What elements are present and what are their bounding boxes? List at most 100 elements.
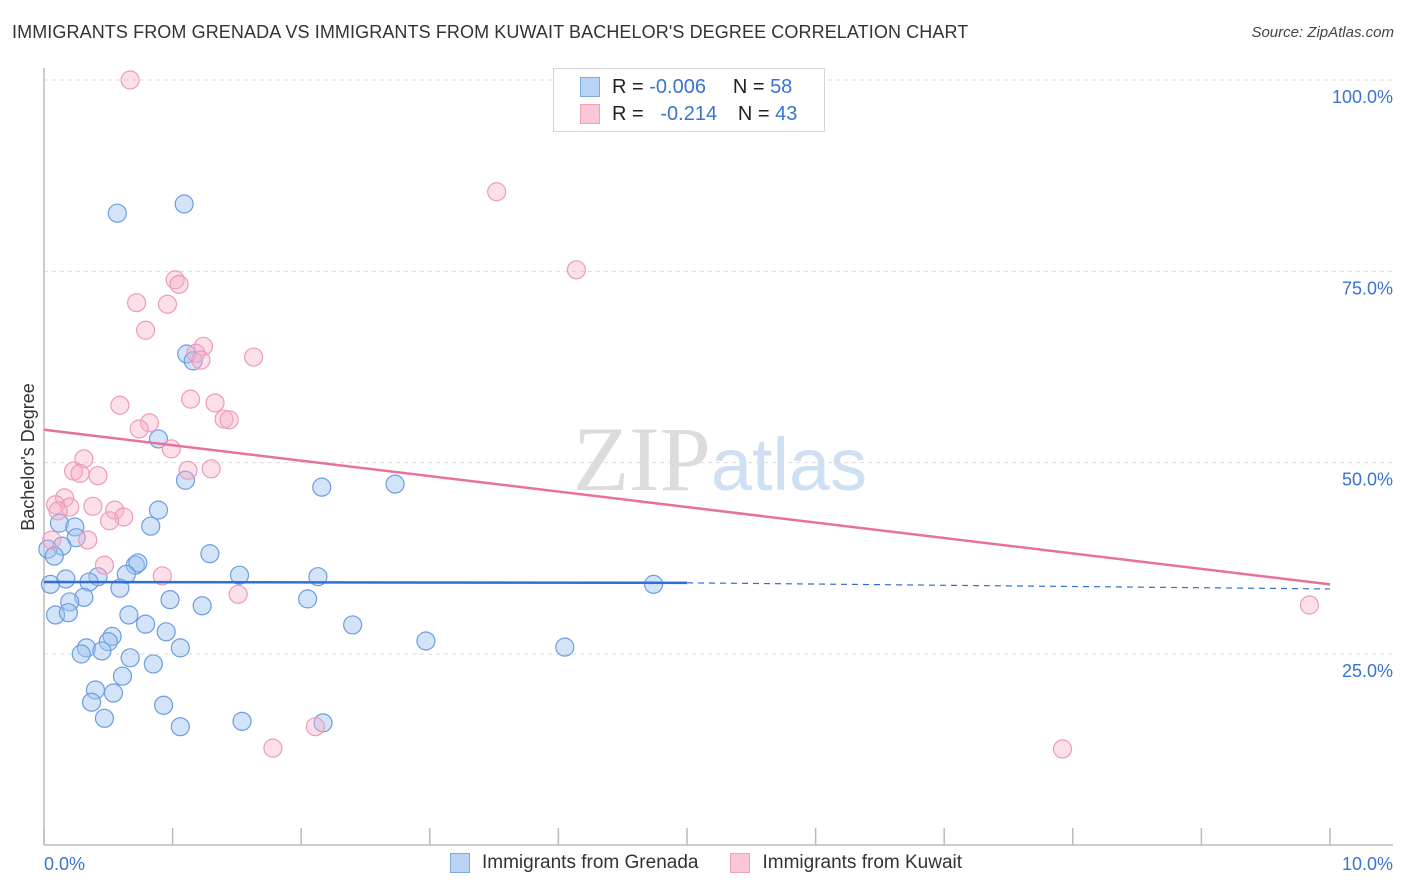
n-value: 43: [775, 102, 798, 125]
grenada-point: [71, 644, 91, 664]
y-tick-label: 25.0%: [1342, 661, 1393, 681]
grenada-point: [135, 614, 156, 634]
grenada-point: [141, 516, 161, 536]
legend-row-kuwait: R = -0.214 N = 43: [580, 102, 797, 126]
grenada-point: [112, 666, 133, 686]
stats-legend: R = -0.006 N = 58 R = -0.214 N = 43: [553, 68, 825, 132]
series-legend: Immigrants from Grenada Immigrants from …: [450, 852, 962, 874]
n-label: N =: [737, 102, 770, 125]
grenada-point: [128, 553, 148, 573]
grenada-point: [58, 603, 79, 623]
kuwait-legend-label: Immigrants from Kuwait: [762, 852, 963, 873]
tick-labels: 25.0% 50.0% 75.0% 100.0% 0.0% 10.0%: [44, 87, 1393, 874]
kuwait-point: [205, 393, 225, 413]
n-value: 58: [770, 75, 793, 98]
kuwait-point: [126, 293, 147, 313]
kuwait-point: [135, 320, 156, 340]
grenada-point: [153, 695, 174, 715]
grenada-point: [49, 513, 70, 533]
kuwait-point: [201, 459, 221, 479]
grenada-point: [102, 626, 122, 646]
grenada-point: [143, 654, 163, 674]
kuwait-point: [60, 497, 80, 517]
kuwait-swatch: [580, 104, 600, 124]
grenada-point: [74, 587, 94, 607]
grenada-point: [312, 477, 332, 497]
grenada-point: [52, 536, 72, 556]
kuwait-point: [566, 260, 587, 280]
grenada-point: [120, 648, 140, 668]
grenada-point: [416, 631, 436, 651]
grenada-point: [555, 637, 575, 657]
y-axis-label: Bachelor's Degree: [18, 383, 38, 531]
x-tick-label: 10.0%: [1342, 854, 1393, 874]
kuwait-point: [139, 413, 160, 433]
grenada-point: [160, 590, 180, 610]
grenada-point: [232, 711, 252, 731]
grenada-point: [76, 638, 97, 658]
grenada-point: [183, 351, 203, 371]
kuwait-point: [214, 409, 234, 429]
grenada-point: [66, 528, 86, 548]
grenada-point: [40, 574, 61, 594]
grenada-point: [343, 615, 363, 635]
grenada-legend-label: Immigrants from Grenada: [482, 852, 699, 873]
kuwait-point: [78, 530, 98, 550]
kuwait-point: [120, 70, 140, 90]
n-label: N =: [732, 75, 765, 98]
r-value: -0.006: [649, 75, 706, 98]
source-label: Source: ZipAtlas.com: [1251, 24, 1394, 41]
legend-row-grenada: R = -0.006 N = 58: [580, 75, 792, 99]
grenada-trend-line: [43, 580, 688, 585]
grenada-point: [156, 622, 176, 642]
grenada-point: [94, 708, 115, 728]
grenada-point: [81, 692, 102, 712]
kuwait-point: [114, 507, 134, 527]
grenada-point: [170, 638, 190, 658]
r-value: -0.214: [660, 102, 718, 125]
grenada-point: [110, 578, 130, 598]
kuwait-point: [487, 182, 507, 202]
grenada-point: [103, 683, 124, 703]
grenada-point: [44, 546, 64, 566]
grenada-point: [643, 574, 664, 594]
kuwait-point: [1299, 595, 1320, 615]
kuwait-point: [169, 274, 189, 294]
kuwait-point: [152, 566, 172, 586]
watermark: ZIPatlas: [573, 408, 867, 510]
grenada-point: [200, 544, 220, 564]
kuwait-point: [48, 501, 68, 521]
y-tick-label: 75.0%: [1342, 278, 1393, 298]
kuwait-point: [244, 347, 264, 367]
grenada-point: [170, 717, 190, 737]
kuwait-point: [305, 717, 325, 737]
kuwait-trend-line: [43, 428, 1331, 586]
grenada-point: [385, 474, 405, 494]
y-tick-label: 50.0%: [1342, 470, 1393, 490]
kuwait-point: [88, 466, 108, 486]
grenada-trend-extension: [686, 582, 1331, 590]
x-tick-label: 0.0%: [44, 854, 85, 874]
grenada-point: [107, 203, 127, 223]
kuwait-point: [161, 439, 181, 459]
kuwait-point: [178, 460, 198, 480]
grenada-swatch: [580, 77, 600, 97]
y-tick-label: 100.0%: [1332, 87, 1393, 107]
kuwait-point: [219, 410, 239, 430]
r-label: R =: [612, 75, 644, 98]
kuwait-point: [157, 294, 178, 314]
grenada-point: [174, 194, 194, 214]
kuwait-point: [94, 555, 115, 575]
grenada-point: [56, 569, 76, 589]
axes: [43, 68, 1393, 846]
kuwait-point: [42, 530, 62, 550]
kuwait-point: [1052, 739, 1073, 759]
kuwait-point: [99, 511, 120, 531]
grenada-point: [119, 605, 139, 625]
grenada-point: [192, 596, 212, 616]
kuwait-point: [181, 389, 201, 409]
kuwait-point: [263, 738, 283, 758]
kuwait-point: [228, 584, 248, 604]
grenada-point: [298, 589, 318, 609]
